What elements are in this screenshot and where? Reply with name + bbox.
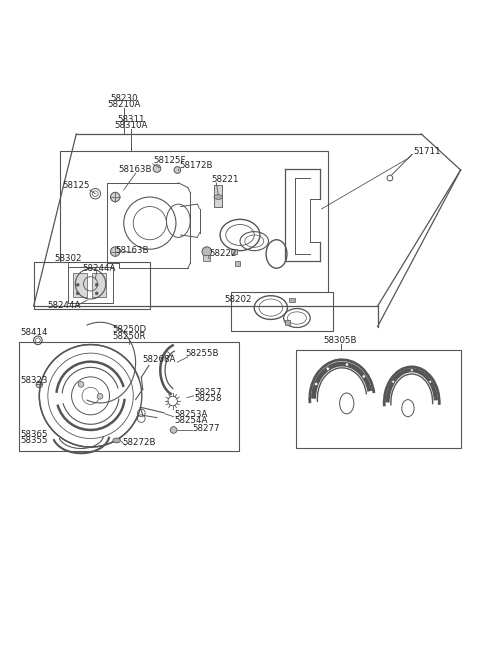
Text: 58277: 58277 <box>192 424 220 432</box>
Text: 58125: 58125 <box>62 181 90 190</box>
Text: 58172B: 58172B <box>179 160 213 170</box>
Text: 58355: 58355 <box>20 436 48 445</box>
Text: 58305B: 58305B <box>324 336 357 345</box>
Text: 58125F: 58125F <box>154 156 186 165</box>
Text: 58250R: 58250R <box>112 331 145 341</box>
Text: 58254A: 58254A <box>175 415 208 424</box>
Text: 58255B: 58255B <box>185 349 219 358</box>
Text: 58222: 58222 <box>209 250 237 259</box>
Bar <box>231 249 237 254</box>
Ellipse shape <box>326 367 329 370</box>
Text: 58323: 58323 <box>20 376 48 385</box>
Ellipse shape <box>345 363 348 366</box>
Bar <box>296 350 461 449</box>
Bar <box>19 342 239 451</box>
Ellipse shape <box>76 284 79 286</box>
Ellipse shape <box>170 426 177 434</box>
Ellipse shape <box>78 382 84 387</box>
Bar <box>214 185 222 206</box>
Text: 58253A: 58253A <box>175 410 208 419</box>
Ellipse shape <box>96 292 98 295</box>
Text: 58250D: 58250D <box>112 326 146 334</box>
Text: 51711: 51711 <box>413 147 441 155</box>
Bar <box>73 273 87 297</box>
Ellipse shape <box>410 369 413 371</box>
Ellipse shape <box>214 195 222 199</box>
Text: 58202: 58202 <box>224 295 252 305</box>
Ellipse shape <box>110 247 120 256</box>
Text: 58244A: 58244A <box>47 301 80 310</box>
Bar <box>235 261 240 266</box>
Ellipse shape <box>202 247 212 256</box>
Bar <box>68 267 113 303</box>
Ellipse shape <box>314 383 318 386</box>
Ellipse shape <box>76 292 79 295</box>
Bar <box>60 151 328 306</box>
Text: 58163B: 58163B <box>116 246 149 255</box>
Ellipse shape <box>429 381 432 383</box>
Ellipse shape <box>110 193 120 202</box>
Text: 58310A: 58310A <box>114 121 147 130</box>
Ellipse shape <box>392 381 395 383</box>
Ellipse shape <box>96 284 98 286</box>
Bar <box>230 292 333 331</box>
Bar <box>285 320 290 325</box>
Bar <box>34 262 150 309</box>
Ellipse shape <box>36 381 43 388</box>
Text: 58210A: 58210A <box>107 100 141 109</box>
Text: 58302: 58302 <box>54 254 82 263</box>
Text: 58163B: 58163B <box>119 166 152 174</box>
Ellipse shape <box>362 375 365 378</box>
Text: 58244A: 58244A <box>83 264 116 272</box>
Ellipse shape <box>153 165 161 172</box>
Text: 58230: 58230 <box>110 94 137 103</box>
Text: 58414: 58414 <box>20 328 48 337</box>
Bar <box>289 297 295 303</box>
Bar <box>92 273 106 297</box>
Ellipse shape <box>174 166 180 174</box>
Text: 58365: 58365 <box>20 430 48 439</box>
Text: 58257: 58257 <box>194 388 222 398</box>
Ellipse shape <box>113 438 120 443</box>
Text: 58311: 58311 <box>117 115 144 124</box>
Text: 58221: 58221 <box>212 175 239 184</box>
Bar <box>204 255 210 261</box>
Text: 58272B: 58272B <box>122 438 156 447</box>
Ellipse shape <box>97 394 103 399</box>
Text: 58268A: 58268A <box>143 355 176 364</box>
Text: 58258: 58258 <box>194 394 222 403</box>
